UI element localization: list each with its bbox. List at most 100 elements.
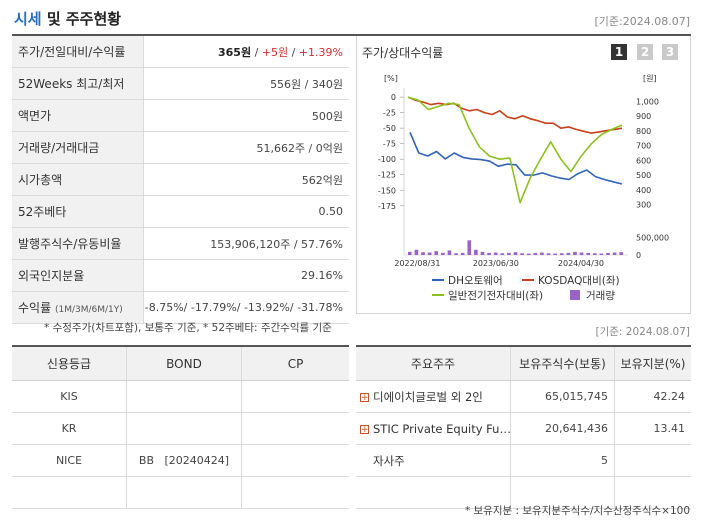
holder-shares [510, 476, 615, 509]
holder-name-cell [356, 476, 511, 509]
x-tick-label: 2024/04/30 [558, 259, 604, 268]
table-row: KIS [12, 380, 349, 413]
chart-page-1-button[interactable]: 1 [611, 44, 627, 60]
price-change: +5원 [261, 45, 289, 59]
chart-legend: DH오토웨어 KOSDAQ대비(좌) 일반전기전자대비(좌) 거래량 [432, 275, 620, 302]
expand-plus-icon[interactable]: + [360, 424, 369, 435]
agency-cell: NICE [12, 444, 127, 477]
volume-bar [427, 252, 432, 255]
holder-name: 자사주 [373, 453, 405, 468]
row-label: 거래량/거래대금 [12, 131, 144, 164]
holder-percent [614, 476, 691, 509]
left-tick-label: -100 [378, 155, 396, 164]
volume-bar [566, 252, 571, 255]
cp-cell [241, 476, 349, 509]
price-rate: +1.39% [298, 45, 343, 59]
volume-bar [546, 253, 551, 255]
table-row: 자사주 5 [356, 444, 691, 477]
volume-bar [441, 252, 445, 255]
row-value: 153,906,120주 / 57.76% [143, 227, 349, 260]
legend-label: 거래량 [586, 290, 615, 302]
right-tick-label: 600 [636, 156, 651, 165]
volume-bar [434, 251, 439, 255]
table-row: 수익률 (1M/3M/6M/1Y) -8.75%/ -17.79%/ -13.9… [12, 291, 349, 324]
volume-bar [579, 252, 584, 255]
table-row: NICE BB [20240424] [12, 444, 349, 477]
volume-bar [454, 253, 458, 255]
left-tick-label: 0 [391, 93, 396, 102]
stock-chart: [%] [원] 0 -25 -50 -75 -100 -125 -150 -175 1,000 900… [378, 74, 669, 302]
left-tick-label: -75 [383, 140, 396, 149]
volume-bar [480, 251, 485, 255]
volume-bar [573, 251, 577, 255]
volume-bar [467, 240, 472, 255]
volume-bars [408, 240, 624, 255]
volume-tick-label: 500,000 [636, 234, 669, 243]
holder-name[interactable]: 디에이치글로벌 외 2인 [373, 389, 483, 404]
right-tick-label: 300 [636, 201, 651, 210]
row-value: 29.16% [143, 259, 349, 292]
column-header: 보유주식수(보통) [510, 345, 615, 381]
table-row [12, 476, 349, 509]
bond-cell [126, 412, 242, 445]
volume-bar [606, 252, 610, 255]
volume-tick-label: 0 [636, 251, 641, 260]
chart-page-2-button[interactable]: 2 [637, 44, 653, 60]
volume-bar [619, 252, 624, 255]
left-tick-label: -50 [383, 124, 396, 133]
row-label: 외국인지분율 [12, 259, 144, 292]
left-tick-label: -125 [378, 171, 396, 180]
volume-bar [408, 251, 412, 255]
volume-bar [592, 253, 597, 255]
right-tick-label: 500 [636, 171, 651, 180]
volume-bar [520, 253, 524, 255]
table-row: 시가총액 562억원 [12, 163, 349, 196]
holder-name-cell: + 디에이치글로벌 외 2인 [356, 380, 511, 413]
column-header: 주요주주 [356, 345, 511, 381]
right-tick-label: 1,000 [636, 97, 659, 106]
left-tick-label: -175 [378, 202, 396, 211]
right-tick-label: 800 [636, 127, 651, 136]
reference-date-secondary: [기준: 2024.08.07] [595, 326, 690, 338]
return-period-label: (1M/3M/6M/1Y) [54, 305, 123, 315]
holder-percent [614, 444, 691, 477]
volume-bar [421, 252, 425, 255]
column-header: BOND [126, 345, 242, 381]
return-label: 수익률 [18, 301, 52, 315]
expand-plus-icon[interactable]: + [360, 392, 369, 403]
price-info-table: 주가/전일대비/수익률 365원 / +5원 / +1.39% 52Weeks … [12, 36, 349, 324]
header-divider [12, 34, 691, 36]
volume-bar [493, 252, 498, 255]
table-row: 거래량/거래대금 51,662주 / 0억원 [12, 131, 349, 164]
column-header: 보유지분(%) [614, 345, 691, 381]
price-value: 365원 / +5원 / +1.39% [143, 36, 349, 68]
volume-bar [526, 253, 531, 255]
table-row: 발행주식수/유동비율 153,906,120주 / 57.76% [12, 227, 349, 260]
series-line [407, 96, 623, 204]
volume-bar [513, 252, 518, 255]
volume-bar [533, 252, 538, 255]
shareholders-table: 주요주주 보유주식수(보통) 보유지분(%) + 디에이치글로벌 외 2인 65,… [356, 345, 691, 509]
volume-bar [447, 250, 452, 255]
section-title-rest: 및 주주현황 [41, 10, 122, 28]
chart-page-3-button[interactable]: 3 [662, 44, 678, 60]
left-tick-label: -150 [378, 186, 396, 195]
cp-cell [241, 380, 349, 413]
series-line [407, 96, 623, 134]
column-header: 신용등급 [12, 345, 127, 381]
holder-name-cell: 자사주 [356, 444, 511, 477]
bond-cell [126, 476, 242, 509]
return-values: -8.75%/ -17.79%/ -13.92%/ -31.78% [143, 291, 349, 324]
volume-bar [540, 252, 544, 255]
table-row: 외국인지분율 29.16% [12, 259, 349, 292]
holder-percent: 13.41 [614, 412, 691, 445]
holder-name[interactable]: STIC Private Equity Fu… [373, 421, 511, 436]
row-label: 시가총액 [12, 163, 144, 196]
table-row [356, 476, 691, 509]
legend-label: 일반전기전자대비(좌) [448, 289, 543, 302]
legend-label: DH오토웨어 [448, 275, 503, 287]
row-label: 수익률 (1M/3M/6M/1Y) [12, 291, 144, 324]
holder-name-cell: + STIC Private Equity Fu… [356, 412, 511, 445]
volume-bar [460, 252, 465, 255]
right-tick-label: 900 [636, 112, 651, 121]
